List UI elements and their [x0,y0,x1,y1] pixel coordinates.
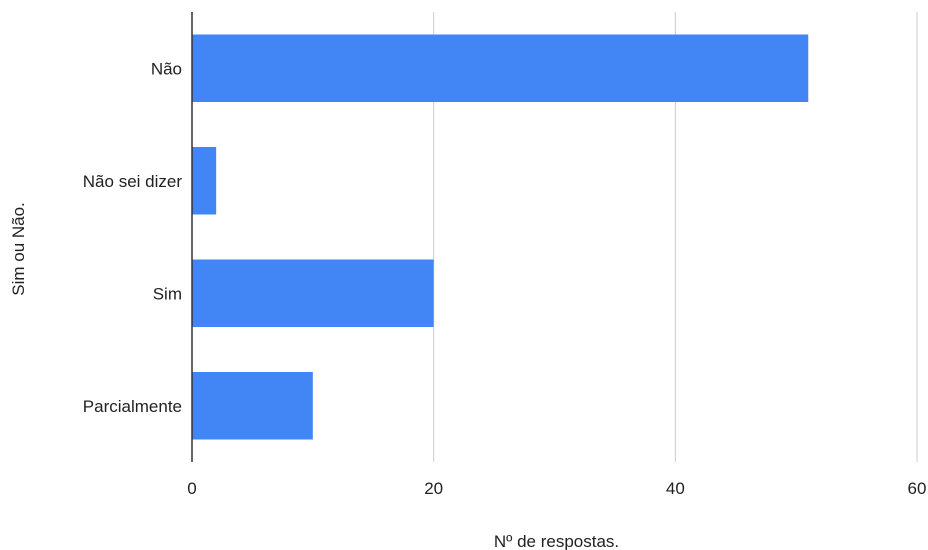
bars [192,34,809,440]
x-tick-label: 20 [424,479,443,498]
x-tick-labels: 0 20 40 60 [187,479,926,498]
y-tick-label: Não [151,59,182,78]
x-axis-title: Nº de respostas. [494,532,619,550]
y-tick-label: Não sei dizer [83,172,183,191]
x-tick-label: 0 [187,479,196,498]
y-tick-labels: Não Não sei dizer Sim Parcialmente [83,59,183,416]
x-tick-label: 60 [908,479,927,498]
bar [192,34,809,102]
x-tick-label: 40 [666,479,685,498]
bar [192,372,313,440]
bar [192,147,217,215]
y-tick-label: Sim [153,284,182,303]
y-tick-label: Parcialmente [83,397,182,416]
y-axis-title: Sim ou Não. [9,202,28,296]
bar [192,259,434,327]
